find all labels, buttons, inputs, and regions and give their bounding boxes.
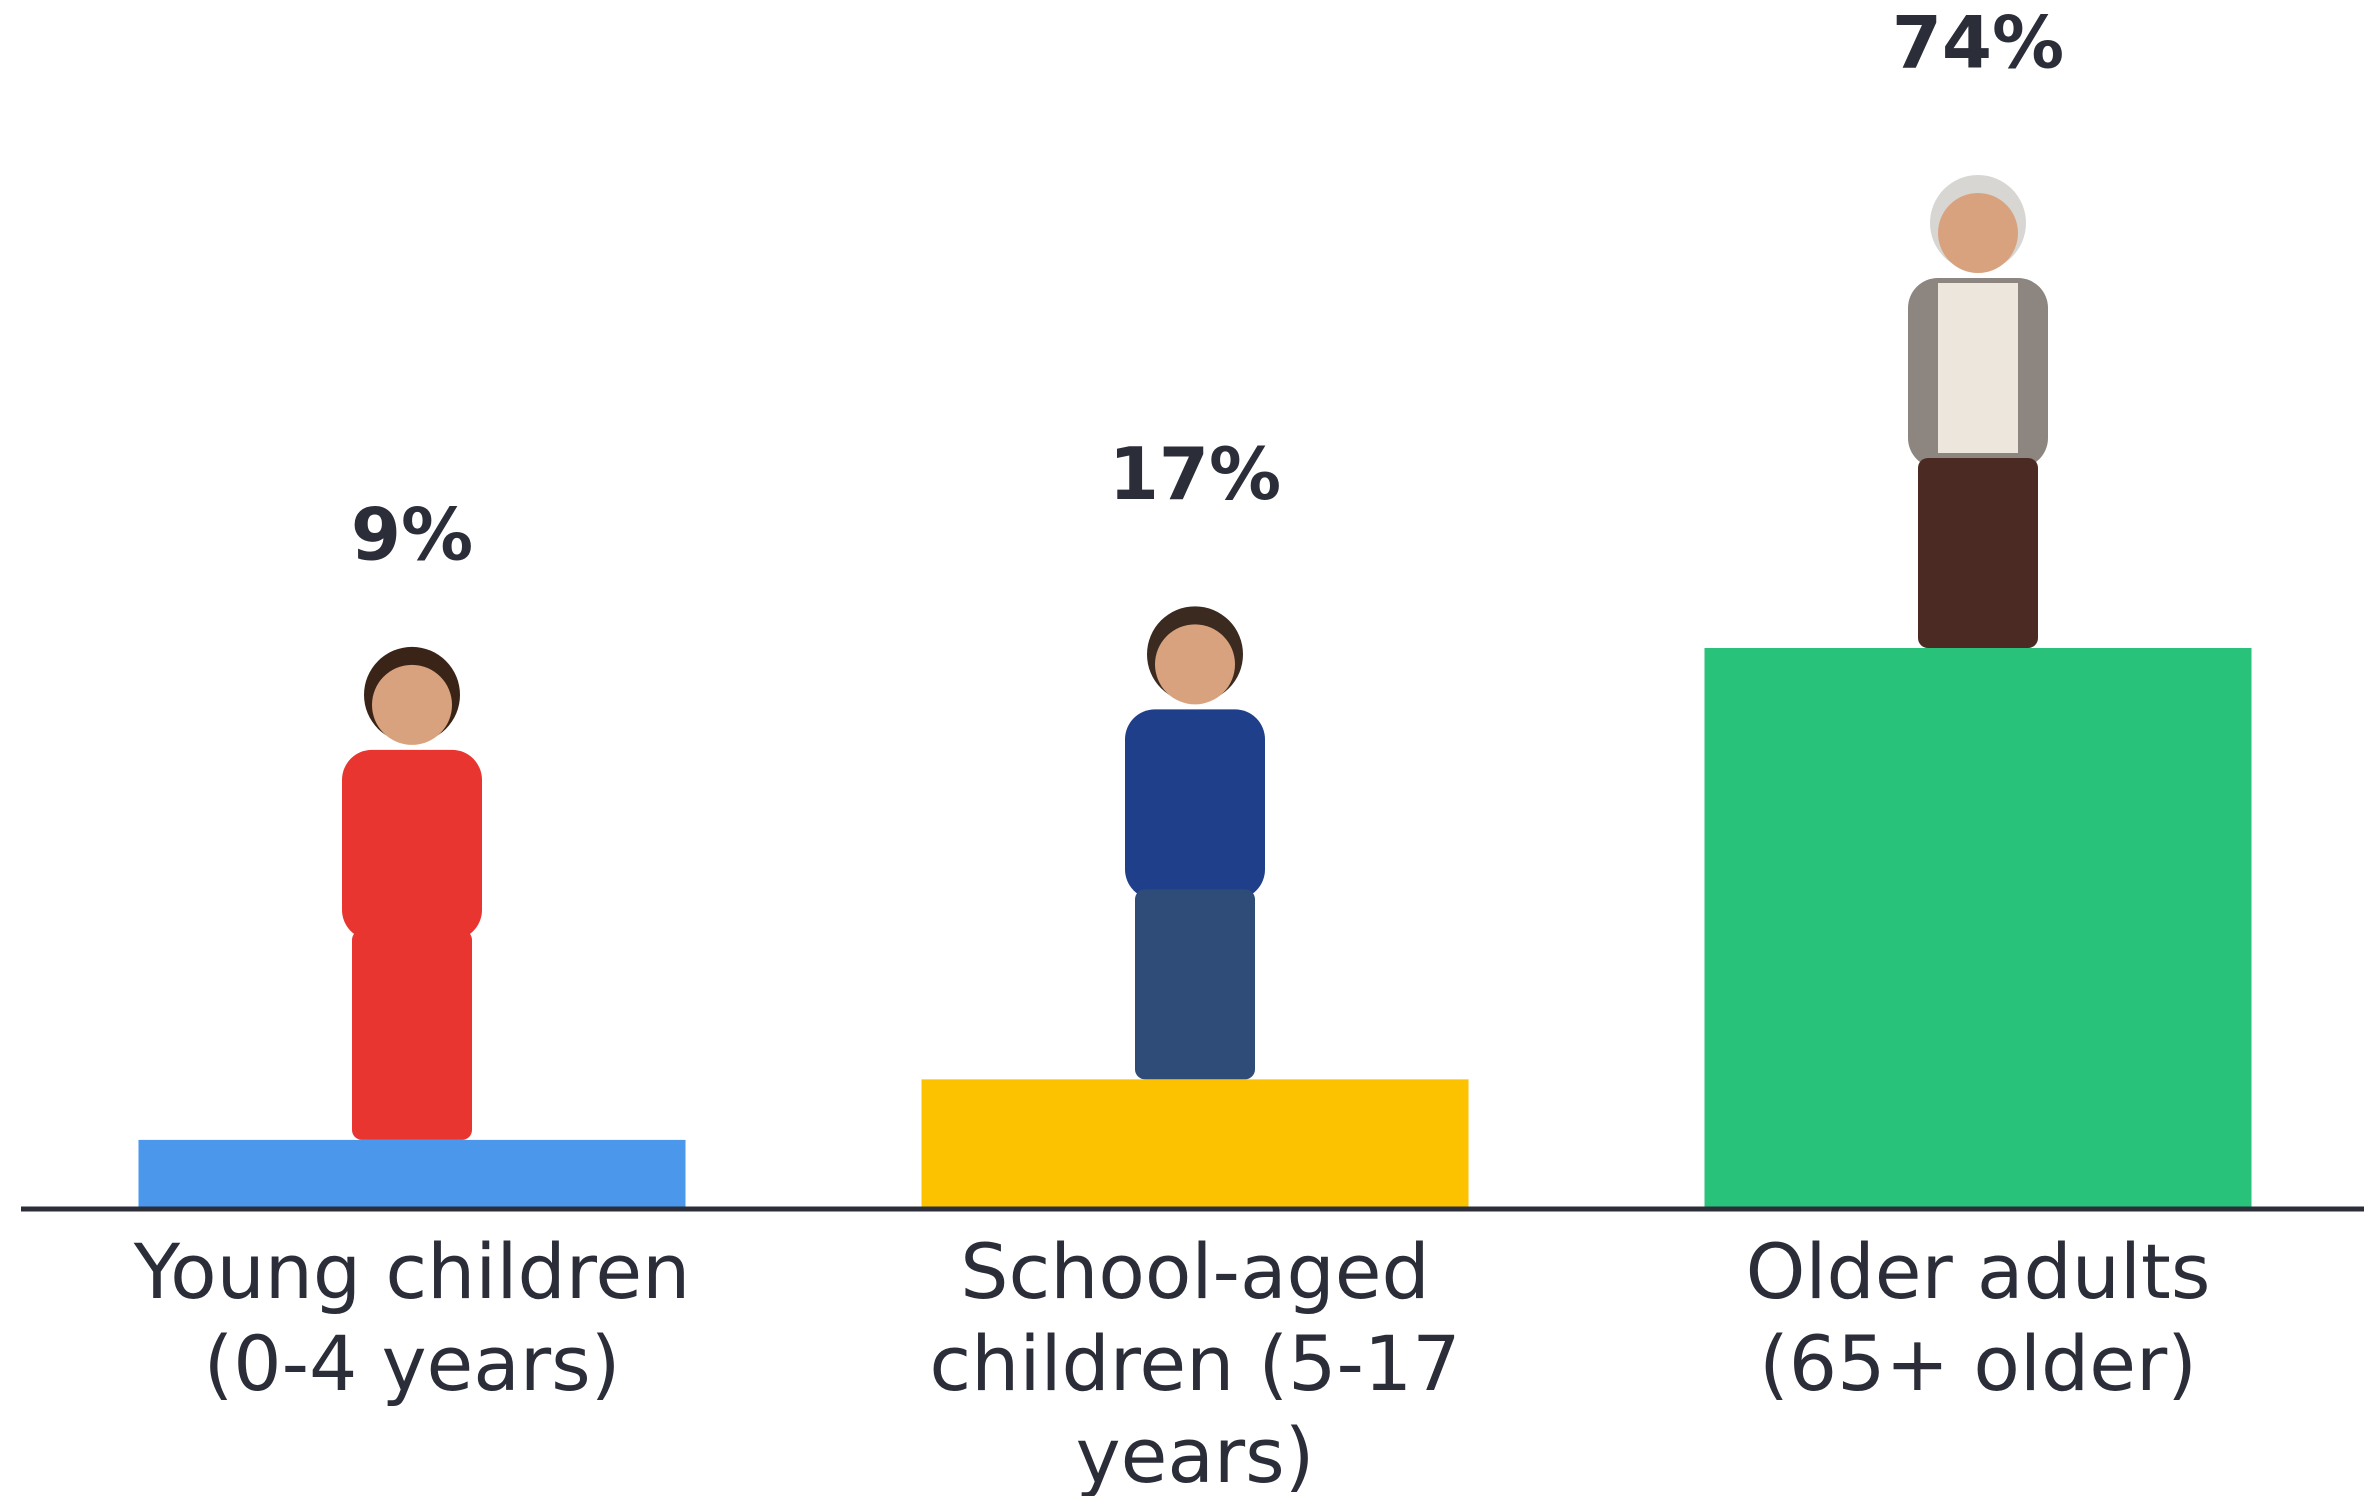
x-tick-label: School-aged children (5-17 years) xyxy=(929,1227,1461,1496)
value-label: 17% xyxy=(1109,432,1281,516)
value-label: 74% xyxy=(1892,1,2064,85)
x-tick-label-box: Young children (0-4 years) xyxy=(133,1227,691,1408)
bar xyxy=(921,1079,1469,1208)
person-illustration xyxy=(342,646,482,1140)
legs xyxy=(1135,889,1255,1080)
blouse xyxy=(1938,283,2018,453)
bar xyxy=(1704,648,2252,1208)
x-tick-label: Young children (0-4 years) xyxy=(133,1227,691,1408)
face xyxy=(1938,193,2018,273)
x-tick-label-box: Older adults (65+ older) xyxy=(1745,1227,2211,1408)
bar xyxy=(138,1139,686,1208)
value-label: 9% xyxy=(351,492,473,576)
x-tick-label-box: School-aged children (5-17 years) xyxy=(929,1227,1461,1496)
person-illustration xyxy=(1908,175,2048,648)
x-tick-label: Older adults (65+ older) xyxy=(1745,1227,2211,1408)
torso xyxy=(342,749,482,940)
legs xyxy=(352,929,472,1140)
legs xyxy=(1918,458,2038,648)
person-illustration xyxy=(1125,606,1265,1080)
face xyxy=(372,664,452,745)
torso xyxy=(1125,709,1265,900)
face xyxy=(1155,624,1235,705)
